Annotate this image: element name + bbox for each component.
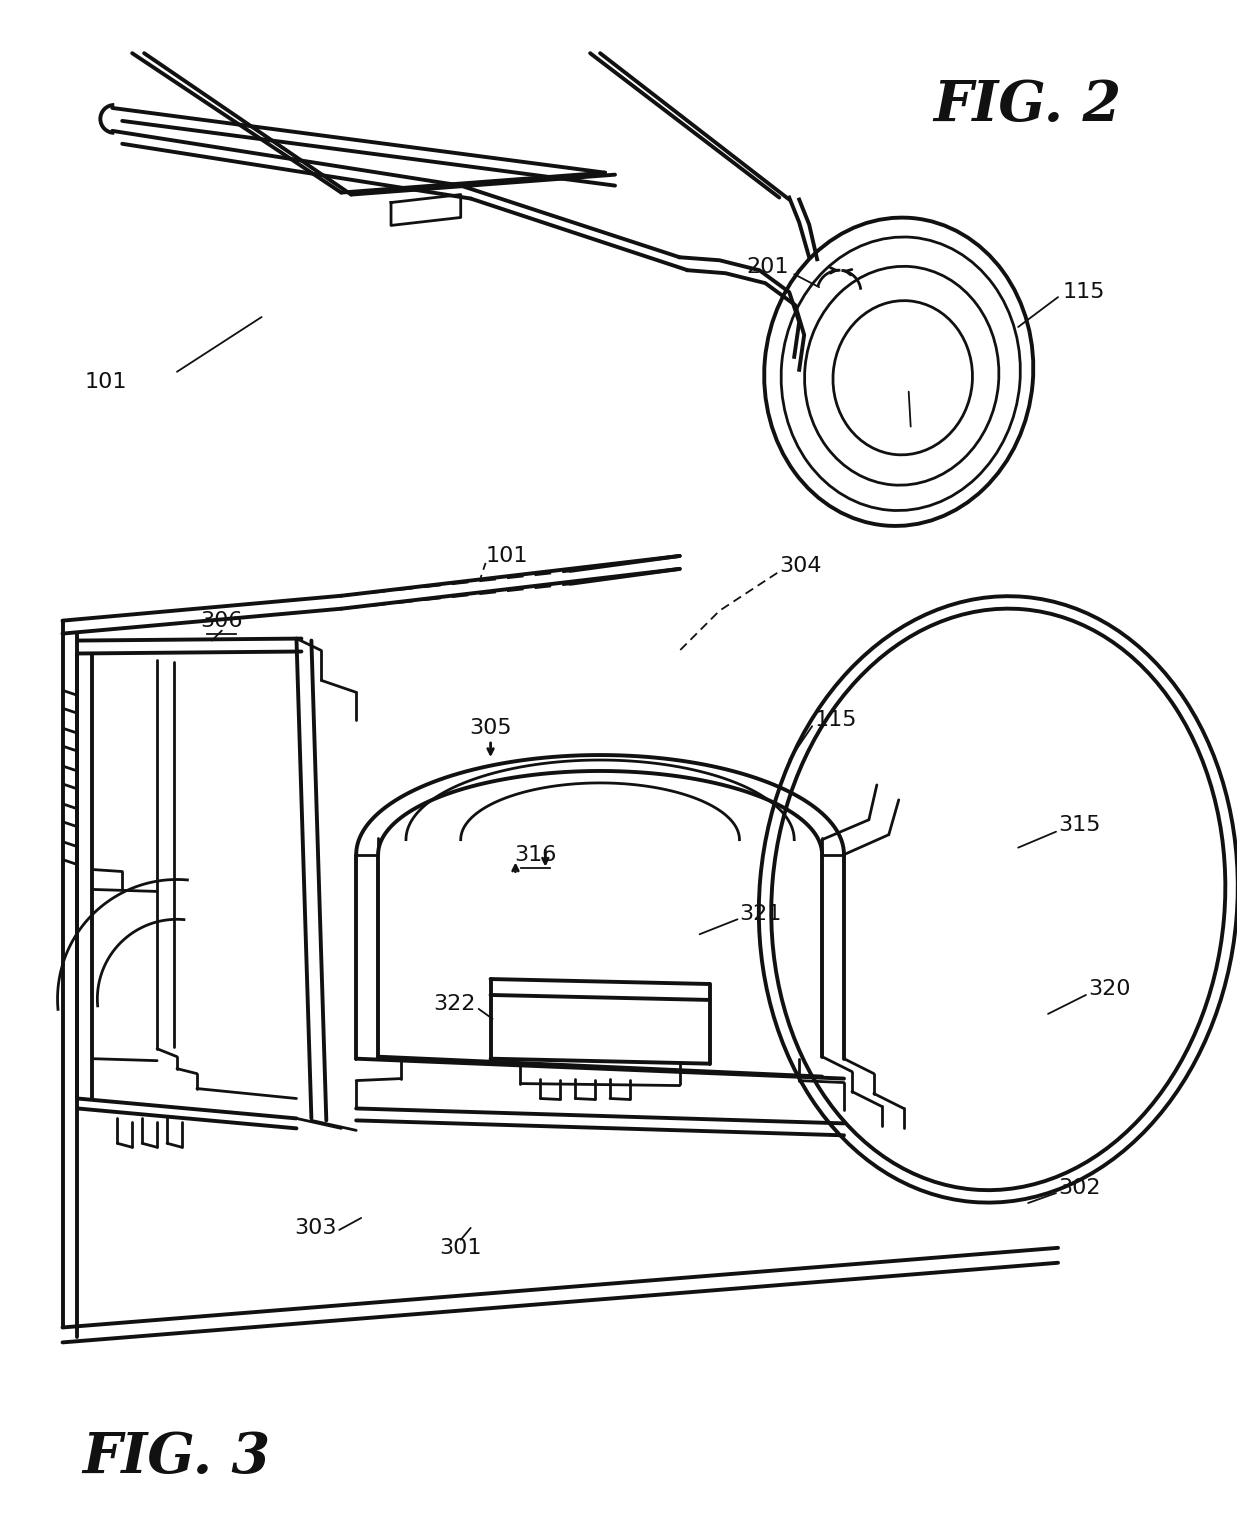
Text: 306: 306 — [201, 610, 243, 630]
Text: 303: 303 — [294, 1218, 336, 1238]
Text: 316: 316 — [515, 845, 557, 864]
Text: 301: 301 — [439, 1238, 482, 1258]
Text: 315: 315 — [1058, 815, 1101, 835]
Text: FIG. 2: FIG. 2 — [934, 78, 1122, 133]
Text: FIG. 3: FIG. 3 — [82, 1429, 270, 1484]
Text: 101: 101 — [84, 372, 128, 392]
Text: 302: 302 — [1058, 1178, 1101, 1198]
Text: 101: 101 — [486, 546, 528, 566]
Text: 201: 201 — [746, 257, 789, 277]
Text: 322: 322 — [433, 994, 476, 1014]
Text: 321: 321 — [739, 904, 782, 924]
Text: 304: 304 — [779, 555, 822, 575]
Text: 115: 115 — [1063, 282, 1106, 301]
Text: 320: 320 — [1087, 979, 1131, 999]
Text: 115: 115 — [815, 710, 857, 730]
Text: 305: 305 — [469, 718, 512, 737]
